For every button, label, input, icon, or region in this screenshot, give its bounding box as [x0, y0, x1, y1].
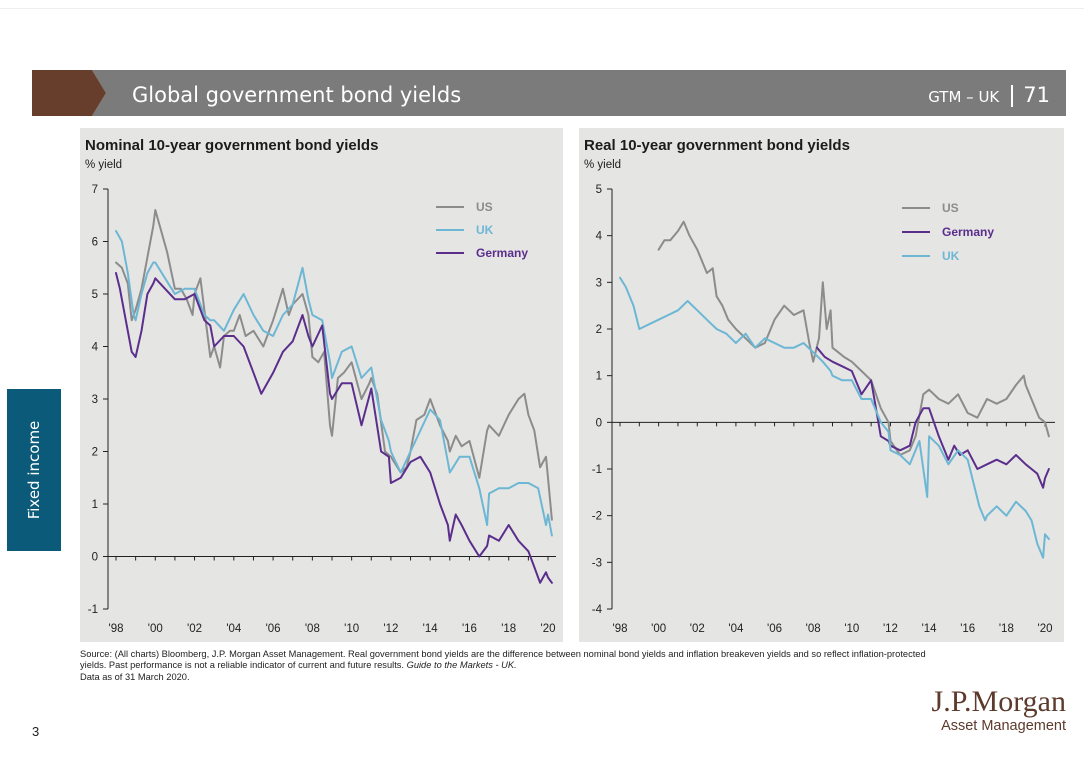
- logo-wordmark: J.P.Morgan: [931, 685, 1066, 718]
- chart-title: Nominal 10-year government bond yields: [85, 137, 379, 154]
- x-tick-label: '02: [690, 623, 705, 635]
- nominal-yields-panel: Nominal 10-year government bond yields %…: [80, 128, 563, 642]
- chart-title: Real 10-year government bond yields: [584, 137, 850, 154]
- series-line-germany: [115, 272, 553, 584]
- guide-code: GTM – UK: [928, 88, 1000, 106]
- header-meta: GTM – UK 71: [928, 70, 1050, 116]
- x-tick-label: '16: [960, 623, 975, 635]
- jpmorgan-logo: J.P.Morgan Asset Management: [931, 685, 1066, 735]
- x-tick-label: '16: [462, 623, 477, 635]
- x-tick-label: '20: [1038, 623, 1053, 635]
- x-tick-label: '98: [613, 623, 628, 635]
- legend-label-uk: UK: [476, 223, 494, 237]
- y-tick-label: 0: [92, 552, 98, 564]
- page-number: 71: [1023, 83, 1050, 107]
- x-tick-label: '12: [883, 623, 898, 635]
- nominal-yields-chart: -1 0 1 2 3 4 5 6 7 '98 '00 '02 '04 '06 '08 '10 '12 '14 '16…: [88, 184, 556, 635]
- x-tick-label: '10: [344, 623, 359, 635]
- series-line-germany: [816, 346, 1050, 489]
- y-tick-label: 3: [596, 277, 602, 289]
- legend-label-us: US: [476, 200, 493, 214]
- y-tick-label: -2: [592, 511, 602, 523]
- page-title: Global government bond yields: [132, 83, 462, 107]
- x-tick-label: '00: [148, 623, 163, 635]
- y-tick-label: 2: [596, 324, 602, 336]
- y-tick-label: 7: [92, 184, 98, 196]
- slide-number: 3: [32, 724, 40, 739]
- top-divider: [0, 8, 1084, 9]
- x-tick-label: '10: [844, 623, 859, 635]
- legend-label-germany: Germany: [476, 246, 528, 260]
- y-axis-unit: % yield: [85, 159, 123, 171]
- source-text: Source: (All charts) Bloomberg, J.P. Mor…: [80, 649, 926, 671]
- y-tick-label: -1: [88, 604, 98, 616]
- y-tick-label: 4: [596, 231, 603, 243]
- legend-label-germany: Germany: [942, 225, 994, 239]
- x-tick-label: '02: [187, 623, 202, 635]
- x-tick-label: '12: [383, 623, 398, 635]
- logo-subtitle: Asset Management: [941, 718, 1066, 734]
- y-tick-label: 5: [92, 289, 98, 301]
- x-tick-label: '08: [806, 623, 821, 635]
- x-tick-label: '98: [109, 623, 124, 635]
- x-tick-label: '06: [266, 623, 281, 635]
- x-tick-label: '04: [226, 623, 242, 635]
- y-tick-label: 1: [596, 371, 602, 383]
- y-axis-unit: % yield: [584, 159, 622, 171]
- series-line-uk: [619, 276, 1050, 559]
- y-tick-label: -1: [592, 464, 602, 476]
- x-tick-label: '18: [999, 623, 1014, 635]
- real-yields-panel: Real 10-year government bond yields % yi…: [579, 128, 1064, 642]
- x-tick-label: '18: [501, 623, 516, 635]
- legend-label-us: US: [942, 201, 959, 215]
- source-guide-name: Guide to the Markets - UK.: [406, 660, 517, 671]
- header-separator: [1011, 85, 1014, 107]
- header-shape: [32, 70, 1066, 116]
- y-tick-label: 0: [596, 417, 602, 429]
- x-tick-label: '14: [922, 623, 938, 635]
- series-line-us: [657, 220, 1050, 456]
- real-yields-chart: -4 -3 -2 -1 0 1 2 3 4 5 '98 '00 '02 '04 '06 '08 '10 '12 '1…: [592, 184, 1055, 635]
- legend-label-uk: UK: [942, 249, 960, 263]
- y-tick-label: 4: [92, 342, 99, 354]
- section-tab[interactable]: Fixed income: [7, 389, 61, 551]
- series-line-us: [115, 209, 553, 521]
- section-label: Fixed income: [25, 420, 43, 520]
- source-date: Data as of 31 March 2020.: [80, 671, 190, 682]
- y-tick-label: 2: [92, 447, 98, 459]
- series-line-uk: [115, 230, 553, 537]
- x-tick-label: '00: [651, 623, 666, 635]
- x-tick-label: '08: [305, 623, 320, 635]
- y-tick-label: 6: [92, 237, 98, 249]
- y-tick-label: -4: [592, 604, 603, 616]
- y-tick-label: -3: [592, 557, 602, 569]
- x-tick-label: '20: [541, 623, 556, 635]
- x-tick-label: '14: [423, 623, 439, 635]
- header-bar: Global government bond yields GTM – UK 71: [32, 70, 1066, 116]
- y-tick-label: 1: [92, 499, 98, 511]
- x-tick-label: '04: [728, 623, 744, 635]
- source-note: Source: (All charts) Bloomberg, J.P. Mor…: [80, 649, 940, 683]
- x-tick-label: '06: [767, 623, 782, 635]
- y-tick-label: 5: [596, 184, 602, 196]
- y-tick-label: 3: [92, 394, 98, 406]
